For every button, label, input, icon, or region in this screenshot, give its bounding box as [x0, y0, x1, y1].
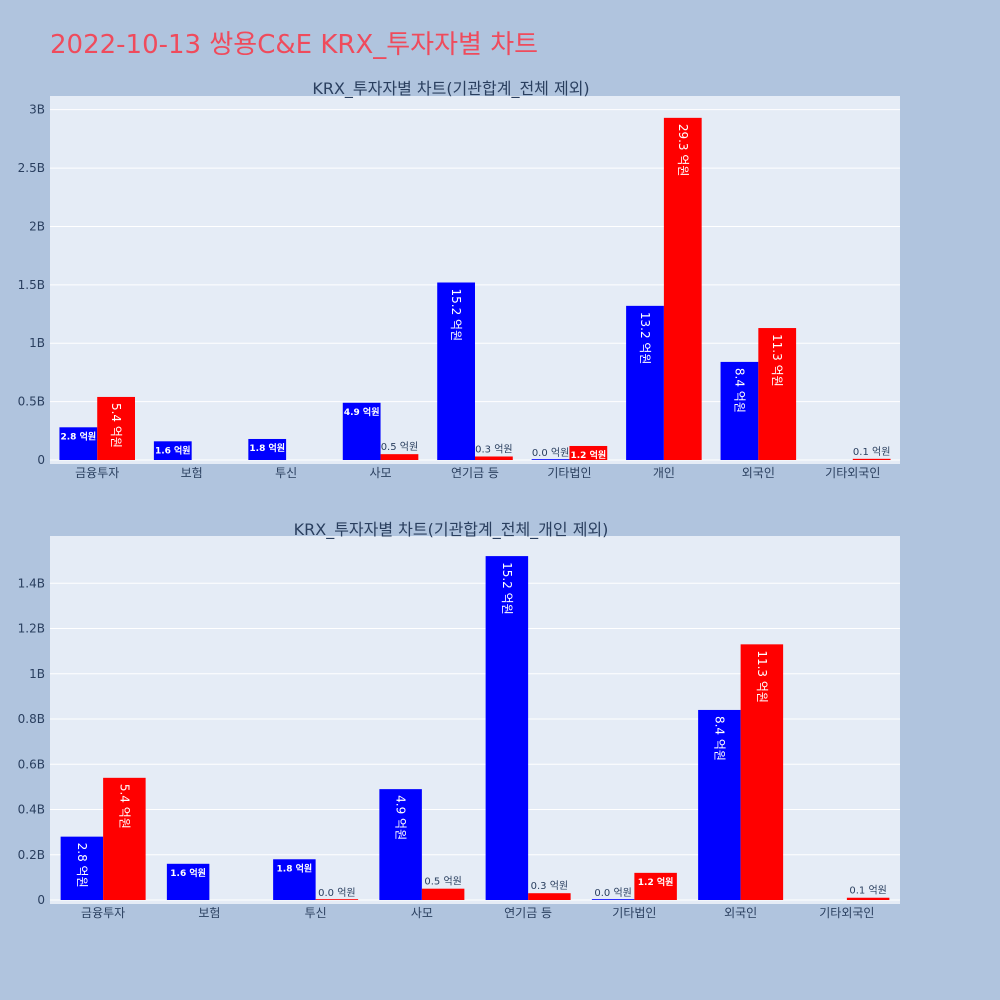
bar-value-label: 8.4 억원 — [732, 368, 746, 413]
y-tick-label: 0.8B — [18, 712, 45, 726]
bar — [421, 888, 465, 900]
bar-value-label: 2.8 억원 — [75, 843, 89, 888]
bar — [758, 328, 797, 460]
bar — [626, 305, 664, 460]
bar — [273, 859, 316, 900]
y-tick-label: 0.5B — [18, 395, 45, 409]
y-tick-label: 0.2B — [18, 848, 45, 862]
bar — [153, 441, 192, 460]
x-tick-label: 기타법인 — [612, 906, 656, 920]
bar-value-label: 5.4 억원 — [117, 784, 131, 829]
bar-value-label: 0.0 억원 — [532, 447, 569, 459]
bar-value-label: 1.2 억원 — [571, 449, 607, 461]
bar — [634, 872, 677, 900]
y-tick-label: 2.5B — [18, 161, 45, 175]
bar — [103, 777, 146, 900]
bar — [342, 402, 381, 460]
bar-value-label: 15.2 억원 — [500, 562, 514, 615]
y-tick-label: 1B — [29, 667, 45, 681]
bar — [97, 396, 135, 460]
x-tick-label: 외국인 — [724, 906, 757, 920]
bar-value-label: 1.6 억원 — [155, 444, 191, 456]
y-tick-label: 0 — [37, 893, 45, 907]
bar-value-label: 8.4 억원 — [712, 716, 726, 761]
bar — [740, 644, 784, 900]
bar — [60, 836, 104, 900]
bar-value-label: 13.2 억원 — [638, 312, 652, 365]
chart-2: 0 0.2B 0.4B 0.6B 0.8B 1B 1.2B 1.4B KRX_투자자별 차트(기… — [18, 520, 900, 920]
bar — [437, 282, 475, 460]
y-tick-label: 1.5B — [18, 278, 45, 292]
x-tick-label: 외국인 — [742, 466, 775, 480]
x-tick-label: 투신 — [305, 906, 327, 920]
x-tick-label: 기타법인 — [547, 466, 591, 480]
bar — [485, 556, 529, 900]
bar-value-label: 4.9 억원 — [344, 406, 380, 418]
bar — [475, 456, 513, 460]
bar — [569, 445, 608, 460]
bar — [698, 709, 741, 900]
bar — [380, 454, 419, 460]
bar-value-label: 0.0 억원 — [318, 887, 355, 899]
x-tick-label: 기타외국인 — [825, 466, 880, 480]
y-tick-label: 1.4B — [18, 576, 45, 590]
bar — [59, 427, 98, 460]
x-tick-label: 기타외국인 — [819, 906, 874, 920]
bar-value-label: 0.3 억원 — [531, 880, 568, 892]
bar — [528, 893, 571, 900]
x-tick-label: 보험 — [198, 906, 220, 920]
bar-value-label: 1.8 억원 — [249, 442, 285, 454]
x-tick-label: 연기금 등 — [504, 906, 552, 920]
bar-value-label: 0.1 억원 — [853, 446, 890, 458]
y-tick-label: 0.6B — [18, 757, 45, 771]
bar-value-label: 0.1 억원 — [849, 885, 886, 897]
bar — [852, 458, 891, 460]
x-tick-label: 보험 — [181, 466, 203, 480]
bar-value-label: 4.9 억원 — [394, 795, 408, 840]
bar — [248, 438, 287, 460]
x-tick-label: 연기금 등 — [451, 466, 499, 480]
y-tick-label: 2B — [29, 219, 45, 233]
bar — [591, 899, 635, 900]
bar-value-label: 1.8 억원 — [277, 862, 313, 874]
chart-title: KRX_투자자별 차트(기관합계_전체 제외) — [312, 79, 589, 99]
bar-value-label: 5.4 억원 — [109, 403, 123, 448]
x-tick-label: 개인 — [653, 466, 675, 480]
chart-title: KRX_투자자별 차트(기관합계_전체_개인 제외) — [294, 520, 609, 540]
x-tick-label: 금융투자 — [75, 466, 119, 480]
bar — [379, 789, 422, 900]
page-title: 2022-10-13 쌍용C&E KRX_투자자별 차트 — [50, 30, 539, 60]
bar — [315, 899, 359, 900]
x-tick-label: 사모 — [370, 466, 392, 480]
bar-value-label: 11.3 억원 — [755, 650, 769, 703]
y-tick-label: 1.2B — [18, 622, 45, 636]
bar-value-label: 11.3 억원 — [770, 334, 784, 387]
bar — [531, 459, 570, 460]
bar-value-label: 2.8 억원 — [61, 430, 97, 442]
bar — [846, 897, 890, 900]
bar-value-label: 15.2 억원 — [449, 289, 463, 342]
bar — [166, 863, 210, 900]
bar-value-label: 0.5 억원 — [424, 876, 461, 888]
bar — [663, 117, 702, 460]
y-tick-label: 0.4B — [18, 803, 45, 817]
chart-1: 0 0.5B 1B 1.5B 2B 2.5B 3B KRX_투자자별 차트(기관합계_전체 제… — [18, 79, 900, 480]
x-tick-label: 투신 — [275, 466, 297, 480]
y-tick-label: 0 — [37, 453, 45, 467]
bar-value-label: 0.3 억원 — [475, 443, 512, 455]
bar-value-label: 1.6 억원 — [170, 867, 206, 879]
bar-value-label: 29.3 억원 — [676, 124, 690, 177]
bar-value-label: 0.0 억원 — [594, 887, 631, 899]
bar-value-label: 1.2 억원 — [638, 876, 674, 888]
y-tick-label: 1B — [29, 336, 45, 350]
bar — [720, 361, 759, 460]
x-tick-label: 사모 — [411, 906, 433, 920]
bar-value-label: 0.5 억원 — [381, 441, 418, 453]
x-tick-label: 금융투자 — [81, 906, 125, 920]
y-tick-label: 3B — [29, 103, 45, 117]
